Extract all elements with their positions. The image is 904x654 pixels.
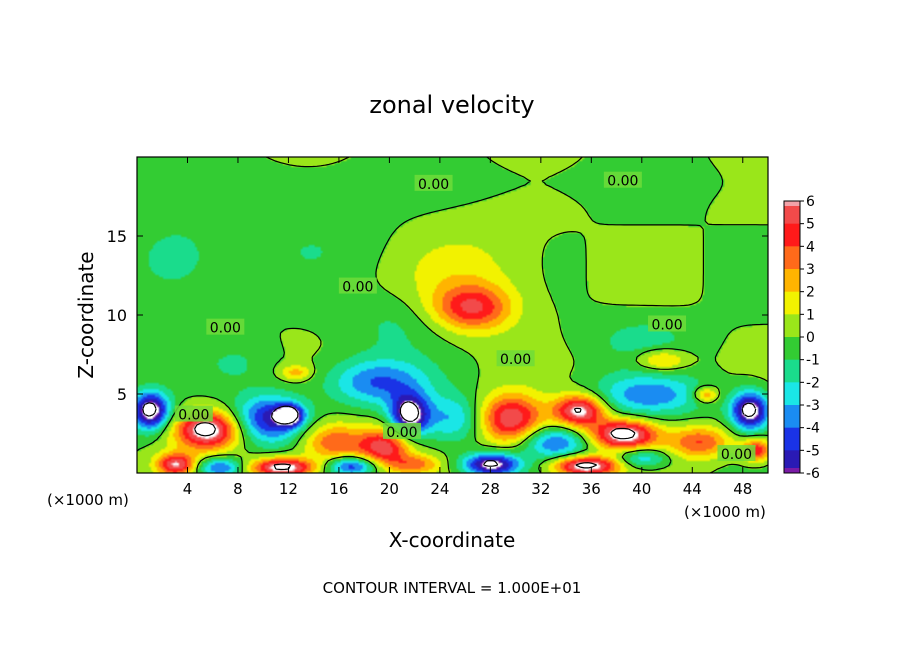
x-tick-label: 4 — [183, 480, 193, 498]
colorbar-tick-label: -1 — [806, 353, 820, 369]
contour-labels: 0.00 0.00 0.00 0.00 0.00 0.00 0.00 0.00 0.00 — [174, 171, 756, 463]
plot-area: 0.00 0.00 0.00 0.00 0.00 0.00 0.00 0.00 0.00 — [137, 157, 768, 473]
x-axis-label: X-coordinate — [389, 528, 516, 552]
contour-label: 0.00 — [500, 352, 531, 368]
contour-level-line — [142, 401, 757, 467]
colorbar-swatch — [784, 201, 800, 225]
colorbar-swatch-top — [784, 201, 800, 206]
colorbar-swatch — [784, 223, 800, 247]
contour-label: 0.00 — [210, 321, 241, 337]
contour-label: 0.00 — [651, 317, 682, 333]
y-tick-label: 10 — [107, 306, 127, 325]
x-unit-label-left: (×1000 m) — [47, 491, 129, 509]
x-tick-label: 32 — [531, 480, 550, 498]
x-tick-label: 48 — [733, 480, 752, 498]
colorbar-tick-label: -2 — [806, 375, 820, 391]
colorbar-tick-label: 6 — [806, 194, 815, 210]
x-tick-label: 40 — [632, 480, 651, 498]
contour-label: 0.00 — [178, 408, 209, 424]
y-axis-ticks: 5 10 15 — [107, 227, 768, 404]
colorbar-tick-label: -3 — [806, 398, 820, 414]
colorbar-tick-label: -5 — [806, 443, 820, 459]
contour-label: 0.00 — [342, 280, 373, 296]
contour-label: 0.00 — [418, 177, 449, 193]
colorbar-swatch — [784, 359, 800, 383]
colorbar-swatch — [784, 382, 800, 406]
contour-interval-text: CONTOUR INTERVAL = 1.000E+01 — [323, 579, 582, 597]
contour-label-bg — [383, 422, 422, 439]
contour-label-bg — [717, 445, 756, 462]
velocity-field — [137, 157, 768, 473]
x-tick-label: 44 — [683, 480, 702, 498]
colorbar-swatch-bottom — [784, 468, 800, 473]
colorbar-tick-label: 0 — [806, 330, 815, 346]
colorbar-swatch — [784, 337, 800, 361]
contour-label-bg — [496, 350, 535, 367]
x-tick-label: 20 — [380, 480, 399, 498]
colorbar-swatch — [784, 405, 800, 429]
chart-title: zonal velocity — [369, 91, 534, 119]
contour-label: 0.00 — [721, 447, 752, 463]
colorbar-swatch — [784, 291, 800, 315]
y-tick-label: 15 — [107, 227, 127, 246]
colorbar-tick-label: 1 — [806, 307, 815, 323]
x-tick-label: 8 — [233, 480, 243, 498]
colorbar: 6 5 4 3 2 1 0 -1 -2 -3 -4 -5 -6 — [783, 194, 820, 482]
colorbar-swatch — [784, 269, 800, 293]
colorbar-tick-label: 5 — [806, 217, 815, 233]
colorbar-swatch — [784, 427, 800, 451]
x-unit-label-right: (×1000 m) — [684, 503, 766, 521]
colorbar-swatch — [784, 450, 800, 474]
contour-label-bg — [206, 318, 245, 335]
contour-label-bg — [338, 277, 377, 294]
colorbar-swatch — [784, 246, 800, 270]
y-axis-label: Z-coordinate — [74, 251, 98, 378]
contour-label-bg — [648, 315, 687, 332]
colorbar-tick-label: 3 — [806, 262, 815, 278]
x-tick-label: 12 — [279, 480, 298, 498]
x-tick-label: 16 — [329, 480, 348, 498]
contour-label: 0.00 — [386, 425, 417, 441]
colorbar-swatch — [784, 314, 800, 338]
x-tick-label: 24 — [430, 480, 449, 498]
contour-label: 0.00 — [607, 174, 638, 190]
y-tick-label: 5 — [117, 385, 127, 404]
x-tick-label: 36 — [582, 480, 601, 498]
colorbar-tick-label: 2 — [806, 285, 815, 301]
contour-label-bg — [174, 405, 213, 422]
colorbar-tick-label: 4 — [806, 239, 815, 255]
contour-label-bg — [603, 171, 642, 188]
colorbar-tick-label: -6 — [806, 466, 820, 482]
x-tick-label: 28 — [481, 480, 500, 498]
x-axis-ticks: 4 8 12 16 20 24 28 32 36 40 44 48 — [183, 157, 752, 498]
contour-level-line — [194, 407, 636, 471]
contour-label-bg — [414, 174, 453, 191]
colorbar-tick-label: -4 — [806, 421, 820, 437]
